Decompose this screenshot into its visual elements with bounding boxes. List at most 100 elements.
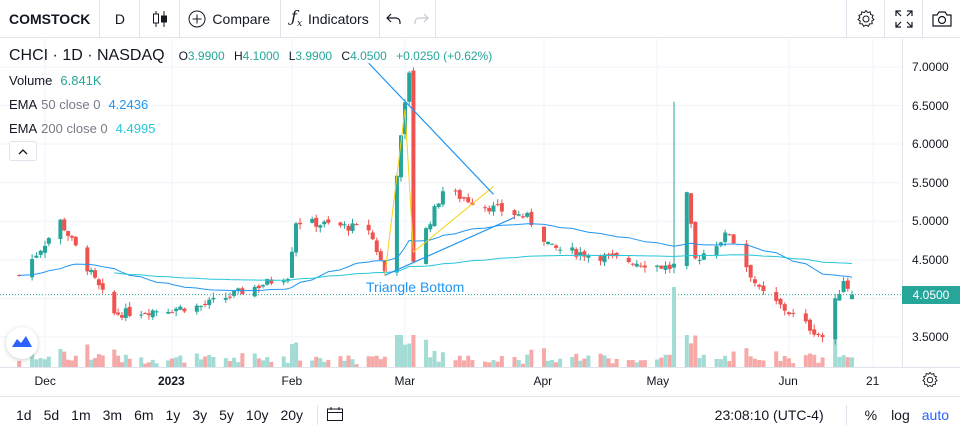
candle-body [294, 223, 299, 253]
volume-bar [269, 361, 274, 367]
candle-body [723, 232, 728, 243]
ema50-value: 4.2436 [108, 96, 149, 112]
ema50-row[interactable]: EMA 50 close 0 4.2436 [9, 92, 492, 116]
volume-bar [66, 359, 71, 367]
candle-body [310, 218, 315, 223]
candle-body [461, 197, 466, 199]
candle-body [207, 299, 212, 306]
candle-body [34, 255, 39, 258]
volume-bar [182, 362, 187, 367]
fullscreen-button[interactable] [884, 0, 922, 38]
date-range-button[interactable] [326, 406, 344, 425]
range-1m[interactable]: 1m [71, 407, 91, 423]
volume-bar [520, 363, 525, 367]
candle-body [89, 269, 94, 273]
candle-body [178, 306, 183, 310]
volume-bar [374, 355, 379, 367]
candle-body [223, 297, 228, 300]
volume-bar [774, 351, 779, 367]
volume-bar [744, 348, 749, 367]
range-3y[interactable]: 3y [192, 407, 208, 423]
interval-button[interactable]: D [100, 0, 141, 38]
candle-body [46, 238, 51, 244]
indicators-button[interactable]: ƒx Indicators [281, 0, 380, 38]
range-20y[interactable]: 20y [280, 407, 304, 423]
volume-bar [207, 354, 212, 367]
axis-settings-button[interactable] [921, 371, 939, 394]
range-1y[interactable]: 1y [165, 407, 181, 423]
candle-body [240, 288, 245, 295]
volume-bar [398, 335, 403, 367]
legend-collapse-button[interactable] [9, 141, 37, 161]
candle-body [170, 312, 174, 314]
price-axis[interactable]: 7.00006.50006.00005.50005.00004.50004.00… [902, 39, 960, 367]
candle-body [119, 315, 124, 318]
volume-bar [139, 357, 144, 367]
range-6m[interactable]: 6m [134, 407, 154, 423]
auto-toggle[interactable]: auto [921, 407, 949, 423]
price-chart[interactable] [0, 39, 902, 367]
volume-row[interactable]: Volume 6.841K [9, 68, 492, 92]
range-3m[interactable]: 3m [102, 407, 123, 423]
volume-bar [265, 357, 270, 367]
candles [17, 67, 854, 345]
candle-body [398, 135, 403, 178]
ema200-line [114, 254, 853, 281]
candle-body [642, 265, 647, 268]
time-axis[interactable]: Dec 2023 Feb Mar Apr May Jun 21 [0, 367, 960, 393]
compare-button[interactable]: Compare [180, 0, 282, 38]
candle-body [281, 280, 286, 283]
range-5d[interactable]: 5d [43, 407, 60, 423]
candle-body [93, 270, 98, 278]
volume-bar [731, 351, 736, 367]
volume-bar [723, 355, 728, 367]
volume-bar [466, 355, 471, 367]
settings-button[interactable] [846, 0, 884, 38]
range-10y[interactable]: 10y [245, 407, 269, 423]
open-key: O [178, 49, 188, 63]
candle-body [693, 221, 698, 259]
volume-bar [432, 350, 437, 367]
redo-button[interactable] [408, 0, 436, 38]
range-1d[interactable]: 1d [16, 407, 32, 423]
candle-body [338, 222, 343, 226]
candle-body [803, 313, 808, 322]
log-toggle[interactable]: log [891, 407, 910, 423]
undo-button[interactable] [380, 0, 408, 38]
candle-body [298, 222, 303, 225]
symbol-name[interactable]: CHCI · 1D · NASDAQ [9, 47, 165, 64]
volume-bar [382, 356, 387, 367]
chart-type-button[interactable] [140, 0, 181, 38]
candle-body [495, 204, 500, 206]
ema50-label: EMA [9, 96, 38, 112]
candle-body [837, 294, 842, 301]
volume-bar [403, 344, 407, 367]
range-5y[interactable]: 5y [219, 407, 234, 423]
volume-bar [718, 359, 723, 367]
candle-body [123, 308, 128, 318]
volume-bar [546, 360, 551, 367]
tradingview-logo[interactable] [6, 327, 38, 359]
percent-toggle[interactable]: % [864, 407, 878, 423]
volume-bar [714, 359, 719, 367]
candle-body [256, 285, 261, 289]
ema200-row[interactable]: EMA 200 close 0 4.4995 [9, 116, 492, 140]
volume-bar [812, 354, 817, 367]
ohlc-row: CHCI · 1D · NASDAQ O3.9900 H4.1000 L3.99… [9, 44, 492, 68]
candle-body [139, 314, 144, 316]
volume-bars [17, 287, 854, 367]
candle-body [602, 254, 607, 263]
divider [317, 405, 319, 425]
volume-bar [146, 362, 151, 367]
candle-body [744, 243, 749, 268]
compare-label: Compare [212, 10, 271, 27]
screenshot-button[interactable] [922, 0, 960, 38]
volume-bar [62, 351, 67, 367]
candle-body [346, 225, 351, 231]
candle-body [62, 219, 67, 231]
volume-bar [697, 358, 702, 367]
candle-body [17, 275, 22, 277]
candle-body [143, 313, 148, 315]
symbol-exchange: NASDAQ [97, 47, 165, 64]
clock-time[interactable]: 23:08:10 (UTC-4) [714, 407, 824, 423]
